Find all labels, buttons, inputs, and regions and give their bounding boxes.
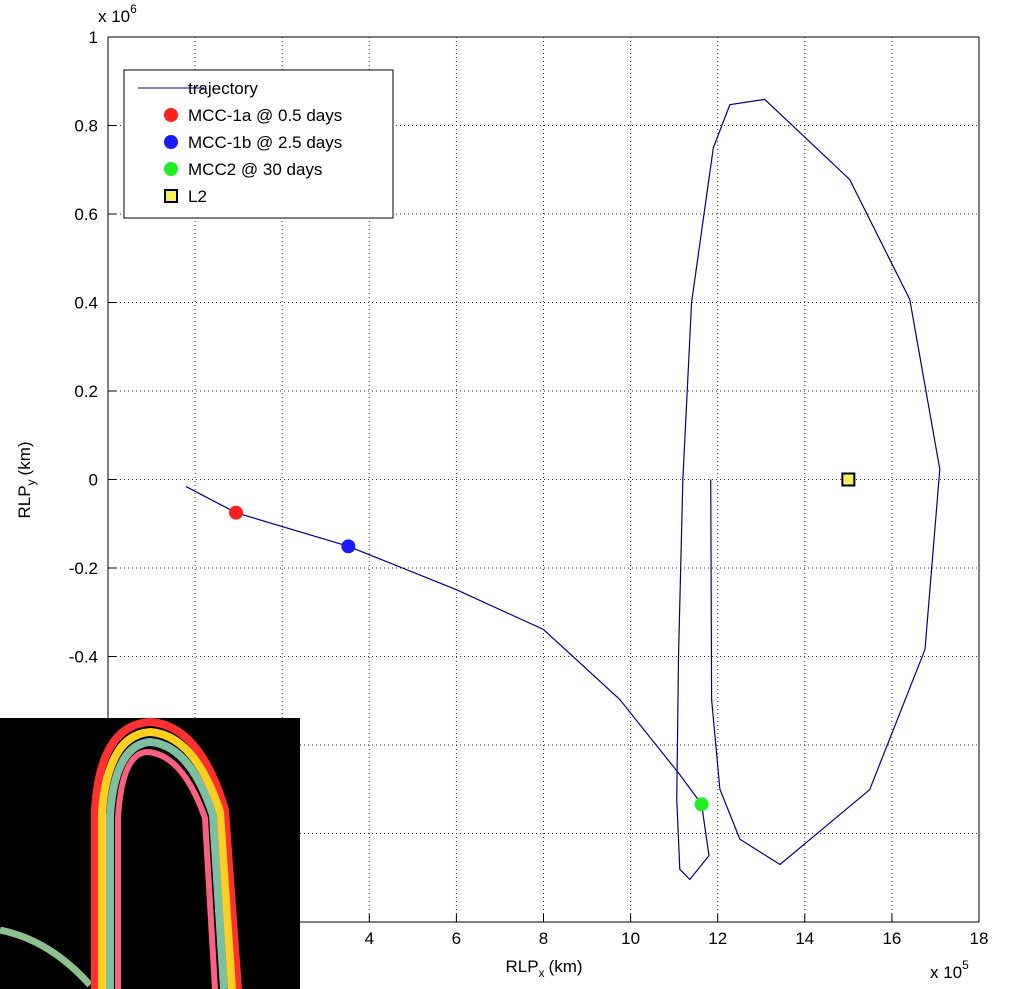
x-tick-label: 10 — [621, 929, 640, 948]
point-marker — [229, 505, 244, 520]
y-mult-exp: 6 — [130, 2, 137, 16]
inset-arc — [106, 737, 228, 989]
y-multiplier: x 106 — [98, 2, 137, 26]
trajectory-line — [185, 98, 941, 881]
inset-image — [0, 717, 300, 989]
legend-label: L2 — [188, 187, 207, 206]
legend-label: MCC-1b @ 2.5 days — [188, 133, 342, 152]
legend: trajectory MCC-1a @ 0.5 days MCC-1b @ 2.5 … — [123, 69, 394, 219]
x-label-text: RLP — [505, 957, 538, 976]
legend-label: trajectory — [188, 79, 258, 98]
y-tick-label: 1 — [89, 28, 98, 47]
y-label-unit: (km) — [15, 441, 34, 475]
x-tick-label: 4 — [365, 929, 374, 948]
legend-label: MCC-1a @ 0.5 days — [188, 106, 342, 125]
x-tick-label: 12 — [708, 929, 727, 948]
legend-marker — [164, 135, 178, 149]
y-tick-label: -0.4 — [69, 648, 98, 667]
inset-arc — [98, 727, 236, 989]
y-label-sub: y — [24, 479, 38, 485]
axes-box — [107, 36, 980, 923]
y-tick-label: 0.6 — [74, 205, 98, 224]
legend-label: MCC2 @ 30 days — [188, 160, 322, 179]
y-tick-label: 0.8 — [74, 117, 98, 136]
inset-arc — [91, 717, 242, 989]
inset-arc — [115, 748, 218, 989]
x-mult-base: x 10 — [930, 963, 962, 982]
y-tick-label: -0.2 — [69, 559, 98, 578]
x-tick-label: 18 — [970, 929, 989, 948]
x-label-unit: (km) — [549, 957, 583, 976]
point-marker — [694, 797, 709, 812]
x-mult-exp: 5 — [962, 958, 969, 972]
point-marker — [341, 539, 356, 554]
y-mult-base: x 10 — [98, 7, 130, 26]
y-tick-label: 0.4 — [74, 294, 98, 313]
x-tick-label: 14 — [795, 929, 814, 948]
inset-background — [0, 718, 300, 989]
y-tick-label: 0.2 — [74, 382, 98, 401]
x-tick-label: 8 — [539, 929, 548, 948]
y-axis-label: RLPy (km) — [15, 441, 38, 518]
x-tick-label: 16 — [882, 929, 901, 948]
y-label-text: RLP — [15, 485, 34, 518]
point-marker — [841, 472, 856, 487]
legend-marker — [164, 162, 178, 176]
x-axis-label: RLPx (km) — [505, 957, 582, 980]
x-label-sub: x — [539, 966, 545, 980]
x-multiplier: x 105 — [930, 958, 969, 982]
inset-curve — [0, 926, 93, 988]
legend-marker — [164, 189, 178, 203]
x-tick-label: 6 — [452, 929, 461, 948]
y-tick-label: 0 — [89, 471, 98, 490]
legend-marker — [164, 108, 178, 122]
